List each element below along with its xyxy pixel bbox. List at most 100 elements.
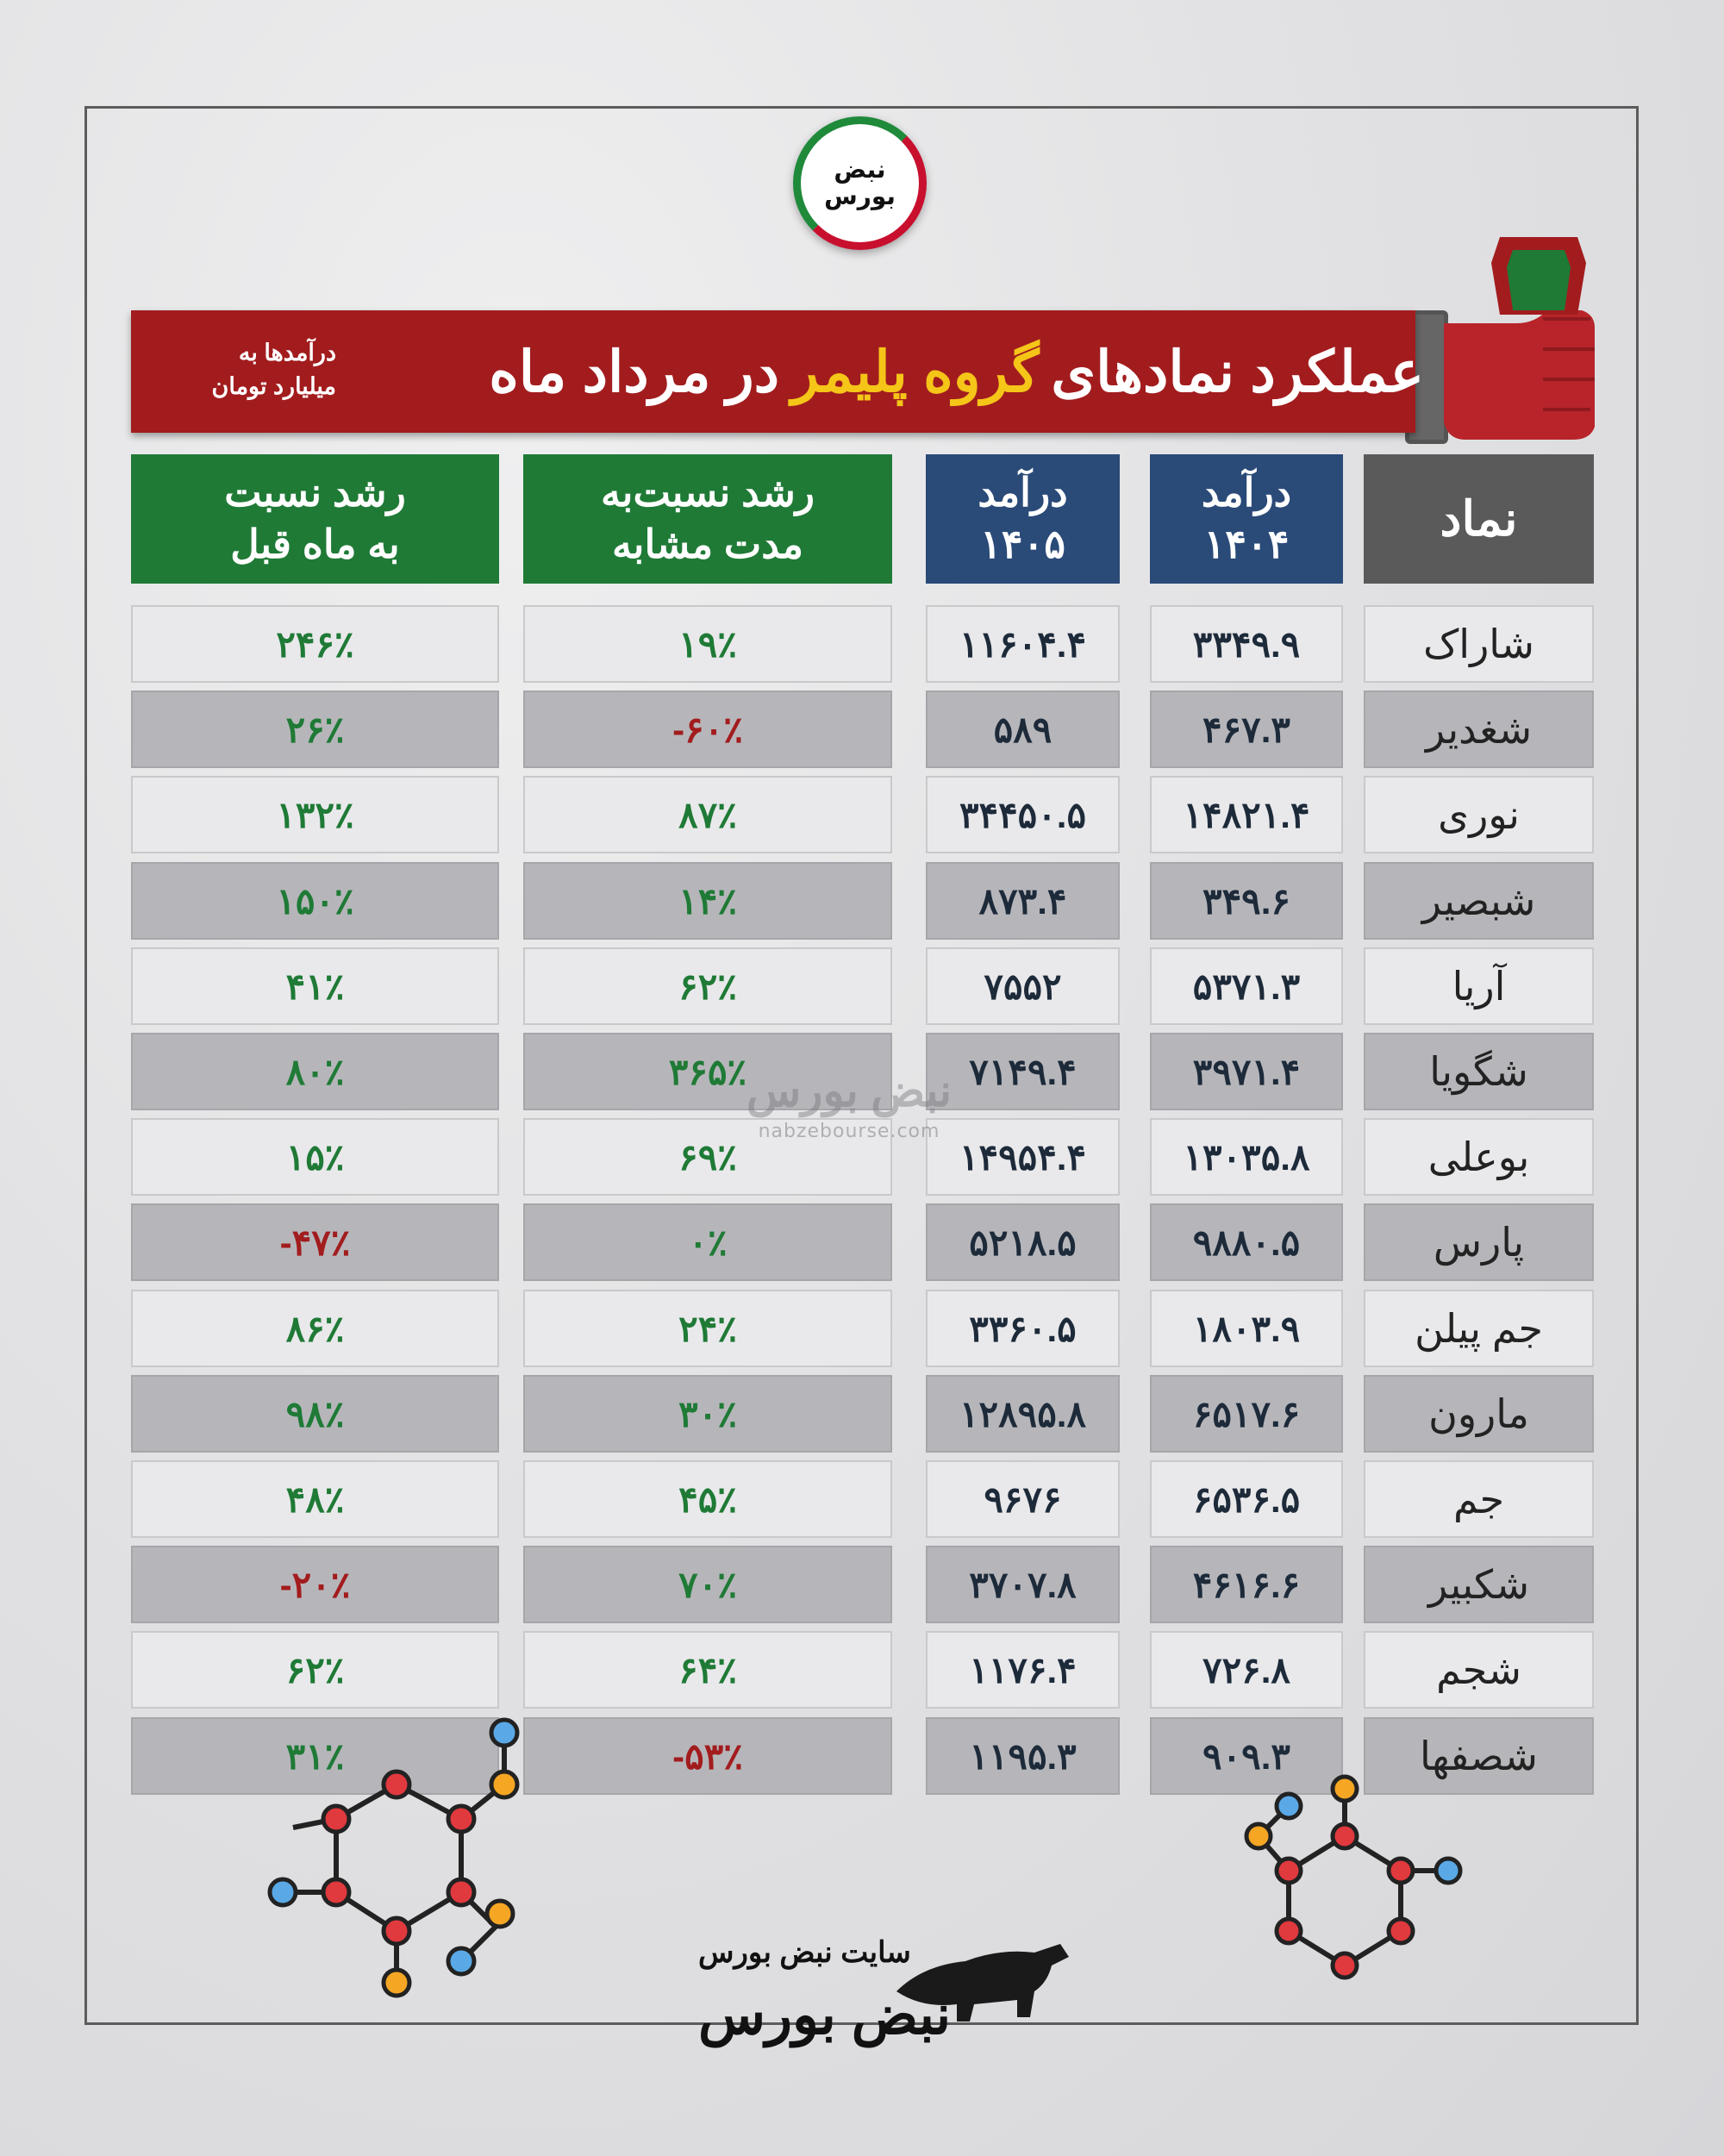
header-symbol: نماد — [1364, 454, 1594, 584]
cell-rev1405: ۳۳۶۰.۵ — [926, 1290, 1120, 1367]
cell-rev1405: ۷۱۴۹.۴ — [926, 1033, 1120, 1110]
cell-symbol: مارون — [1364, 1375, 1594, 1453]
cell-rev1404: ۹۸۸۰.۵ — [1150, 1203, 1343, 1281]
cell-rev1405: ۱۱۷۶.۴ — [926, 1631, 1120, 1709]
cell-symbol: شاراک — [1364, 605, 1594, 683]
cell-yoy: ۱۴٪ — [523, 862, 892, 940]
cell-mom: ۸۰٪ — [131, 1033, 499, 1110]
cell-rev1404: ۱۸۰۳.۹ — [1150, 1290, 1343, 1367]
cell-symbol: شگویا — [1364, 1033, 1594, 1110]
watermark-url: nabzebourse.com — [758, 1121, 940, 1142]
cell-rev1404: ۳۹۷۱.۴ — [1150, 1033, 1343, 1110]
cell-rev1405: ۸۷۳.۴ — [926, 862, 1120, 940]
cell-symbol: بوعلی — [1364, 1118, 1594, 1196]
cell-rev1404: ۱۴۸۲۱.۴ — [1150, 776, 1343, 853]
cell-yoy: ۷۰٪ — [523, 1546, 892, 1623]
cell-mom: ۱۵۰٪ — [131, 862, 499, 940]
watermark-brand: نبض بورس — [746, 1066, 953, 1116]
cell-symbol: جم پیلن — [1364, 1290, 1594, 1367]
cell-rev1405: ۱۲۸۹۵.۸ — [926, 1375, 1120, 1453]
cell-symbol: نوری — [1364, 776, 1594, 853]
cell-mom: ۱۳۲٪ — [131, 776, 499, 853]
cell-rev1404: ۴۶۱۶.۶ — [1150, 1546, 1343, 1623]
title-start: عملکرد نمادهای — [1051, 339, 1424, 403]
title-end: در مرداد ماه — [489, 339, 780, 403]
watermark: نبض بورس nabzebourse.com — [707, 1022, 991, 1142]
header-rev1405-line2: ۱۴۰۵ — [980, 522, 1065, 566]
cell-yoy: ۶۴٪ — [523, 1631, 892, 1709]
footer-brand: سایت نبض بورس نبض بورس — [690, 1914, 1086, 2060]
header-yoy-line2: مدت مشابه — [611, 522, 804, 566]
header-yoy-line1: رشد نسبت‌به — [600, 470, 815, 516]
hand-holding-icon — [1405, 237, 1595, 444]
cell-mom: ۲۶٪ — [131, 691, 499, 768]
unit-note-line2: میلیارد تومان — [211, 373, 336, 400]
cell-yoy: ۱۹٪ — [523, 605, 892, 683]
header-rev1404-line2: ۱۴۰۴ — [1203, 522, 1290, 566]
header-revenue-1404: درآمد ۱۴۰۴ — [1150, 454, 1343, 584]
header-revenue-1405: درآمد ۱۴۰۵ — [926, 454, 1120, 584]
bull-logo-icon — [896, 1944, 1069, 2022]
cell-symbol: جم — [1364, 1460, 1594, 1538]
cell-rev1405: ۳۴۴۵۰.۵ — [926, 776, 1120, 853]
cell-rev1405: ۵۸۹ — [926, 691, 1120, 768]
cell-yoy: ۶۲٪ — [523, 947, 892, 1025]
molecule-right-icon — [1244, 1774, 1463, 1980]
cell-rev1405: ۹۶۷۶ — [926, 1460, 1120, 1538]
cell-symbol: شبصیر — [1364, 862, 1594, 940]
unit-note-line1: درآمدها به — [238, 340, 336, 366]
cell-rev1405: ۵۲۱۸.۵ — [926, 1203, 1120, 1281]
cell-mom: -۴۷٪ — [131, 1203, 499, 1281]
header-yoy-growth: رشد نسبت‌به مدت مشابه — [523, 454, 892, 584]
header-mom-line2: به ماه قبل — [230, 522, 400, 566]
cell-yoy: ۲۴٪ — [523, 1290, 892, 1367]
title-banner: درآمدها به میلیارد تومان عملکرد نمادهای … — [131, 310, 1424, 433]
cell-mom: -۲۰٪ — [131, 1546, 499, 1623]
header-mom-growth: رشد نسبت به ماه قبل — [131, 454, 499, 584]
cell-rev1405: ۷۵۵۲ — [926, 947, 1120, 1025]
cell-rev1404: ۹۰۹.۳ — [1150, 1717, 1343, 1795]
cell-yoy: -۵۳٪ — [523, 1717, 892, 1795]
header-mom-line1: رشد نسبت — [224, 470, 406, 516]
outer-frame — [84, 106, 1639, 2025]
cell-yoy: ۳۶۵٪ — [523, 1033, 892, 1110]
logo-line2: بورس — [824, 181, 896, 210]
cell-symbol: شصفها — [1364, 1717, 1594, 1795]
cell-rev1405: ۱۴۹۵۴.۴ — [926, 1118, 1120, 1196]
cell-rev1405: ۳۷۰۷.۸ — [926, 1546, 1120, 1623]
cell-rev1404: ۷۲۶.۸ — [1150, 1631, 1343, 1709]
cell-yoy: ۰٪ — [523, 1203, 892, 1281]
cell-yoy: ۴۵٪ — [523, 1460, 892, 1538]
cell-rev1404: ۶۵۳۶.۵ — [1150, 1460, 1343, 1538]
header-symbol-label: نماد — [1440, 491, 1518, 546]
molecule-left-icon — [267, 1717, 520, 1998]
cell-mom: ۴۱٪ — [131, 947, 499, 1025]
footer-site-label: سایت نبض بورس — [698, 1936, 911, 1969]
cell-rev1404: ۱۳۰۳۵.۸ — [1150, 1118, 1343, 1196]
cell-rev1404: ۴۶۷.۳ — [1150, 691, 1343, 768]
cell-rev1404: ۵۳۷۱.۳ — [1150, 947, 1343, 1025]
cell-yoy: ۸۷٪ — [523, 776, 892, 853]
cell-rev1404: ۶۵۱۷.۶ — [1150, 1375, 1343, 1453]
cell-rev1405: ۱۱۹۵.۳ — [926, 1717, 1120, 1795]
cell-mom: ۴۸٪ — [131, 1460, 499, 1538]
header-rev1404-line1: درآمد — [1201, 470, 1292, 516]
cell-rev1405: ۱۱۶۰۴.۴ — [926, 605, 1120, 683]
cell-rev1404: ۳۴۹.۶ — [1150, 862, 1343, 940]
cell-symbol: شکبیر — [1364, 1546, 1594, 1623]
cell-mom: ۹۸٪ — [131, 1375, 499, 1453]
cell-symbol: شجم — [1364, 1631, 1594, 1709]
cell-mom: ۸۶٪ — [131, 1290, 499, 1367]
cell-yoy: -۶۰٪ — [523, 691, 892, 768]
cell-yoy: ۶۹٪ — [523, 1118, 892, 1196]
cell-mom: ۱۵٪ — [131, 1118, 499, 1196]
cell-yoy: ۳۰٪ — [523, 1375, 892, 1453]
cell-rev1404: ۳۳۴۹.۹ — [1150, 605, 1343, 683]
title-highlight: گروه پلیمر — [791, 339, 1040, 403]
brand-logo: نبض بورس — [793, 116, 927, 250]
header-rev1405-line1: درآمد — [978, 470, 1068, 516]
unit-note: درآمدها به میلیارد تومان — [164, 336, 336, 403]
cell-mom: ۲۴۶٪ — [131, 605, 499, 683]
cell-symbol: شغدیر — [1364, 691, 1594, 768]
cell-symbol: پارس — [1364, 1203, 1594, 1281]
